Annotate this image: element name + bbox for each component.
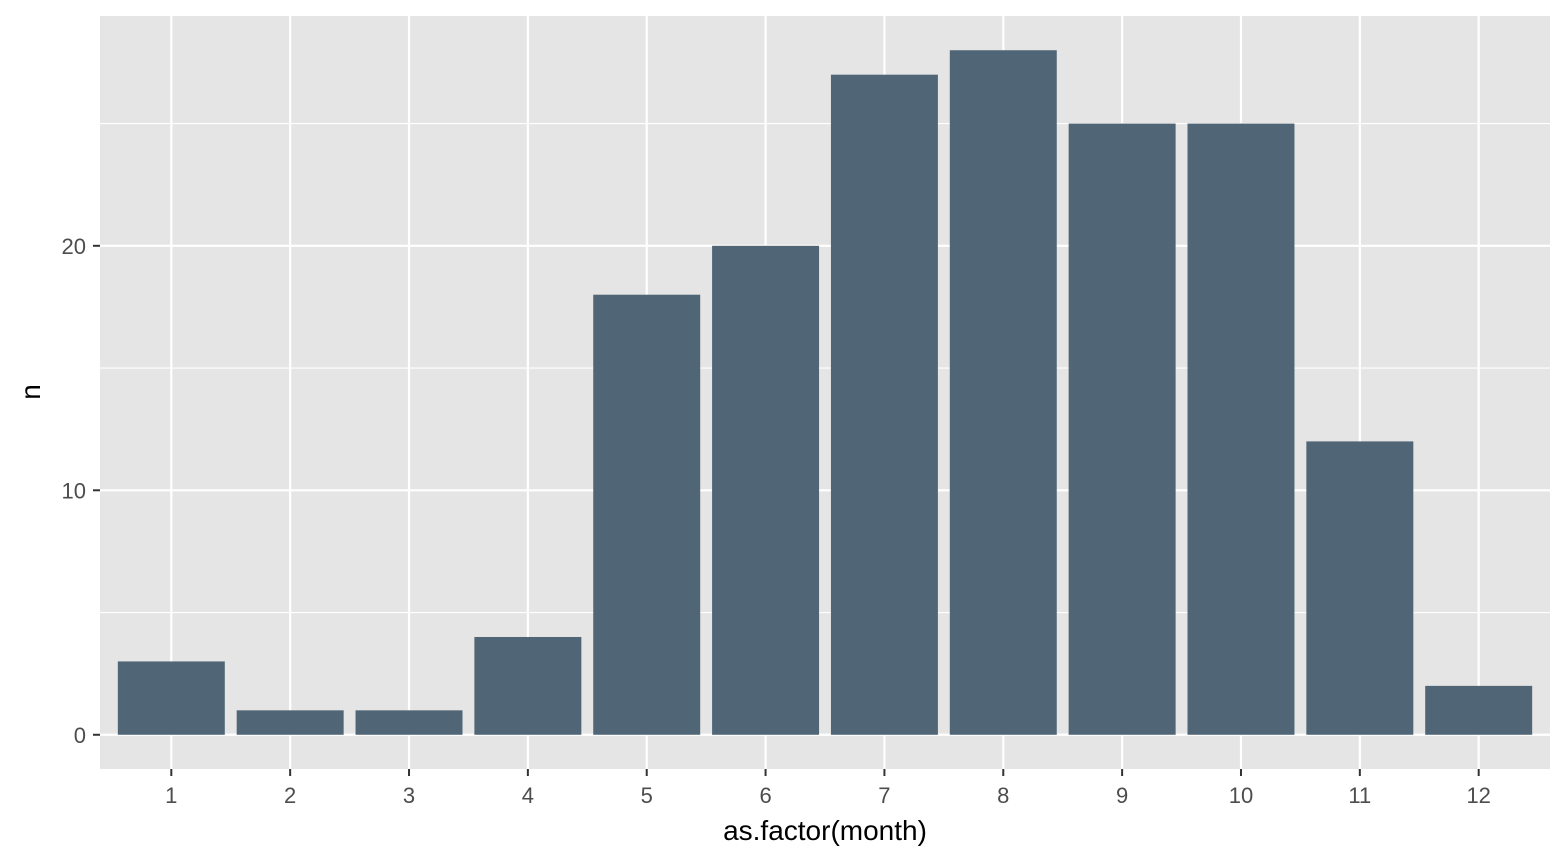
bar-month-6 <box>712 245 820 735</box>
x-tick-label: 8 <box>997 783 1009 808</box>
x-tick-label: 4 <box>522 783 534 808</box>
bar-month-5 <box>593 294 701 735</box>
bar-month-8 <box>949 50 1057 735</box>
x-tick-label: 11 <box>1348 783 1371 808</box>
x-tick-label: 7 <box>878 783 890 808</box>
x-tick-label: 9 <box>1116 783 1128 808</box>
bar-month-11 <box>1306 441 1414 735</box>
x-tick-label: 3 <box>403 783 415 808</box>
bar-month-9 <box>1068 123 1176 735</box>
bars <box>117 50 1533 735</box>
x-axis-title: as.factor(month) <box>723 815 927 846</box>
bar-month-7 <box>830 74 938 735</box>
x-tick-label: 12 <box>1466 783 1490 808</box>
x-tick-label: 6 <box>759 783 771 808</box>
bar-month-4 <box>474 636 582 735</box>
y-tick-label: 10 <box>62 478 86 503</box>
bar-month-3 <box>355 710 463 735</box>
bar-month-10 <box>1187 123 1295 735</box>
x-tick-label: 10 <box>1229 783 1253 808</box>
y-tick-label: 20 <box>62 234 86 259</box>
x-tick-label: 5 <box>641 783 653 808</box>
y-tick-label: 0 <box>74 723 86 748</box>
bar-month-2 <box>236 710 344 735</box>
bar-month-1 <box>117 661 225 735</box>
bar-month-12 <box>1425 685 1533 735</box>
x-tick-label: 2 <box>284 783 296 808</box>
y-axis-title: n <box>15 384 46 400</box>
x-tick-label: 1 <box>165 783 177 808</box>
